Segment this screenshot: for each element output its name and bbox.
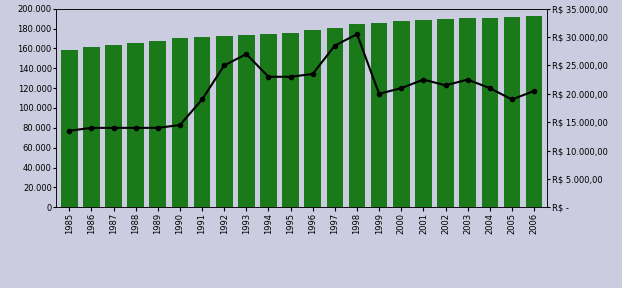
Bar [371,22,388,207]
Bar [83,48,100,207]
Bar [149,41,166,207]
Bar [282,33,299,207]
Bar [216,37,233,207]
Bar [327,28,343,207]
Bar [481,18,498,207]
Bar [460,18,476,207]
Bar [504,17,520,207]
Bar [304,31,321,207]
Bar [128,43,144,207]
Bar [349,24,365,207]
Bar [393,20,409,207]
Bar [526,16,542,207]
Bar [238,35,254,207]
Bar [194,37,210,207]
Bar [105,46,122,207]
Bar [172,38,188,207]
Bar [61,50,78,207]
Bar [260,35,277,207]
Bar [415,20,432,207]
Bar [437,18,454,207]
